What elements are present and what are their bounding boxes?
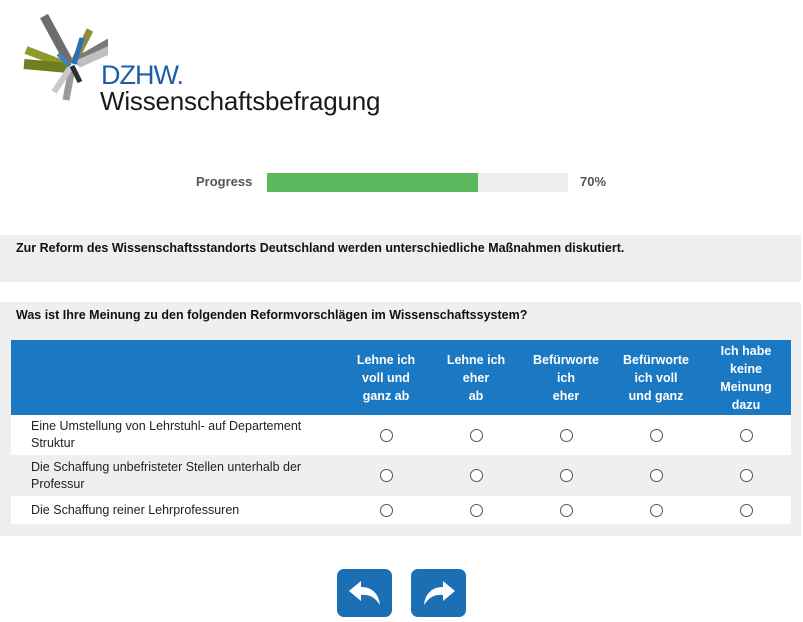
intro-panel: Zur Reform des Wissenschaftsstandorts De… [0, 235, 801, 282]
option-header: Befürworte ich eher [533, 352, 599, 403]
matrix-header: Lehne ich voll und ganz ab Lehne ich ehe… [11, 340, 791, 415]
dzhw-logo: DZHW. Wissenschaftsbefragung [18, 8, 398, 118]
radio-button[interactable] [739, 503, 753, 517]
question-panel: Was ist Ihre Meinung zu den folgenden Re… [0, 302, 801, 536]
back-button[interactable] [337, 569, 392, 617]
matrix-row: Die Schaffung reiner Lehrprofessuren [11, 496, 791, 524]
progress-percent: 70% [580, 174, 607, 189]
progress-bar-track [267, 173, 568, 192]
question-matrix: Lehne ich voll und ganz ab Lehne ich ehe… [11, 340, 791, 524]
radio-button[interactable] [739, 469, 753, 482]
radio-button[interactable] [379, 428, 393, 442]
item-label: Die Schaffung unbefristeter Stellen unte… [31, 459, 302, 491]
progress-label: Progress [196, 174, 253, 189]
matrix-header-spacer [11, 340, 341, 415]
radio-button[interactable] [469, 469, 483, 482]
logo-dzhw-text: DZHW. [101, 60, 184, 90]
radio-button[interactable] [649, 469, 663, 482]
radio-button[interactable] [469, 428, 483, 442]
next-button[interactable] [411, 569, 466, 617]
redo-arrow-icon [423, 581, 455, 605]
radio-button[interactable] [379, 503, 393, 517]
radio-button[interactable] [469, 503, 483, 517]
radio-button[interactable] [559, 503, 573, 517]
option-header: Befürworte ich voll und ganz [623, 352, 689, 403]
radio-button[interactable] [649, 503, 663, 517]
logo-subtitle: Wissenschaftsbefragung [100, 86, 381, 116]
progress-bar-fill [267, 173, 478, 192]
radio-button[interactable] [559, 428, 573, 442]
item-label: Die Schaffung reiner Lehrprofessuren [31, 502, 240, 517]
option-header: Lehne ich eher ab [446, 352, 506, 403]
option-header: Lehne ich voll und ganz ab [356, 352, 416, 403]
matrix-row: Eine Umstellung von Lehrstuhl- auf Depar… [11, 415, 791, 455]
undo-arrow-icon [348, 581, 380, 605]
option-header: Ich habe keine Meinung dazu [720, 343, 772, 412]
radio-button[interactable] [379, 469, 393, 482]
radio-button[interactable] [649, 428, 663, 442]
radio-button[interactable] [559, 469, 573, 482]
item-label: Eine Umstellung von Lehrstuhl- auf Depar… [31, 419, 302, 450]
matrix-row: Die Schaffung unbefristeter Stellen unte… [11, 455, 791, 496]
radio-button[interactable] [739, 428, 753, 442]
logo-burst-icon [23, 13, 108, 101]
intro-text: Zur Reform des Wissenschaftsstandorts De… [16, 241, 625, 255]
progress-indicator: Progress 70% [0, 172, 803, 194]
question-text: Was ist Ihre Meinung zu den folgenden Re… [16, 308, 528, 322]
